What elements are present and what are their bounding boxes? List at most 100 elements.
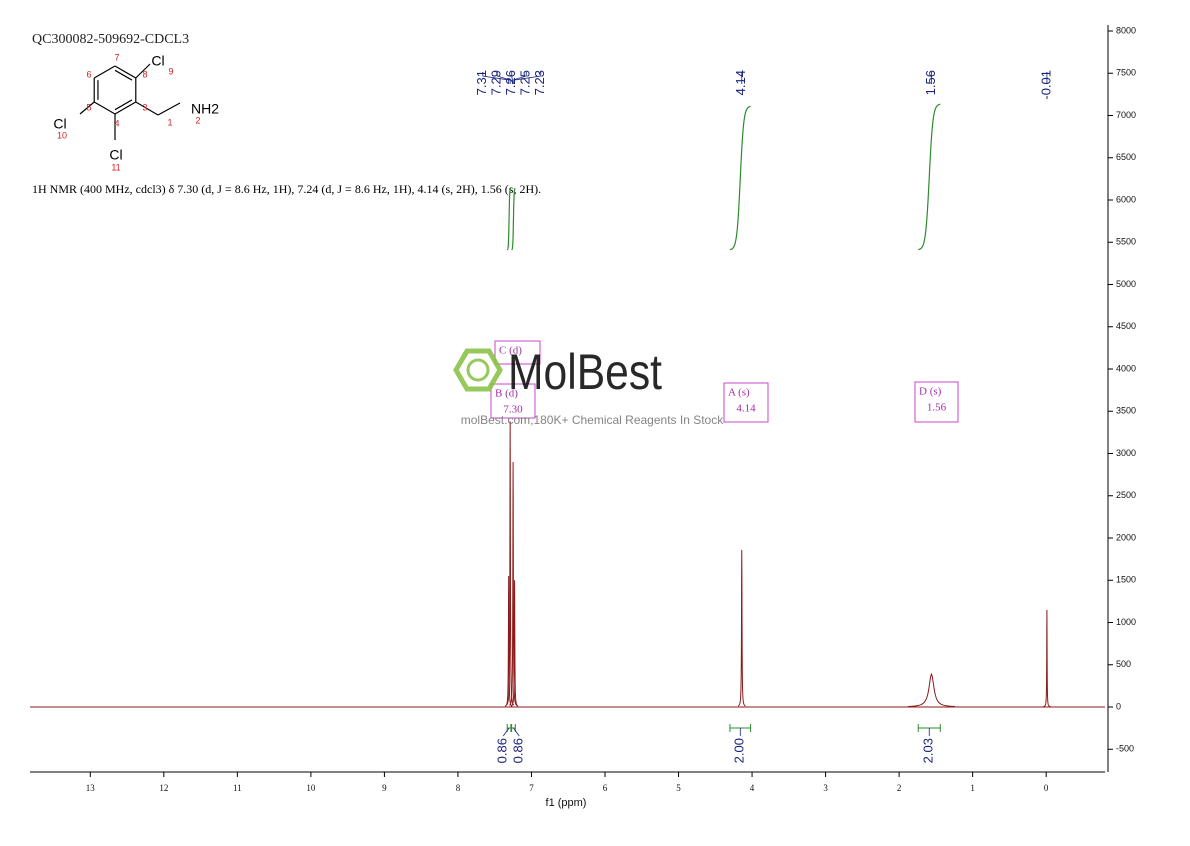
integral-curve [729, 105, 751, 251]
atom-number: 8 [142, 69, 147, 79]
logo [466, 358, 490, 382]
y-tick-label: 7500 [1116, 68, 1136, 78]
peak-label-connector [512, 72, 527, 84]
multiplet-box [494, 340, 541, 365]
peak [510, 580, 519, 707]
atom-number: 1 [167, 117, 172, 127]
x-tick-label: 7 [529, 783, 534, 793]
y-tick-label: 1500 [1116, 575, 1136, 585]
integral-label-connector [513, 727, 520, 737]
x-tick-label: 1 [970, 783, 975, 793]
y-tick-label: 6000 [1116, 194, 1136, 204]
atom-number: 7 [114, 52, 119, 62]
bond [157, 102, 181, 116]
integral-curve [511, 187, 516, 251]
logo [453, 348, 503, 392]
y-tick-label: 500 [1116, 659, 1131, 669]
peak-label: 1.56 [923, 70, 938, 95]
atom-number: 6 [86, 69, 91, 79]
peak-label: 7.23 [532, 70, 547, 95]
watermark-brand: MolBest [508, 344, 662, 400]
multiplet-name: B (d) [495, 388, 518, 400]
structure: Cl Cl Cl NH2 1 2 3 4 5 6 7 8 9 10 11 [53, 52, 219, 172]
atom-label: Cl [53, 116, 66, 132]
y-tick-label: -500 [1116, 744, 1134, 754]
atom-number: 3 [142, 102, 147, 112]
y-tick-label: 3500 [1116, 406, 1136, 416]
y-tick-label: 6500 [1116, 152, 1136, 162]
x-tick-label: 10 [306, 783, 316, 793]
bond [114, 65, 137, 79]
peak-label: 7.26 [503, 70, 518, 95]
bond [93, 65, 116, 79]
peak [1043, 609, 1051, 708]
atom-label: Cl [109, 147, 122, 163]
watermark-tagline: molBest.com,180K+ Chemical Reagents In S… [461, 413, 724, 427]
y-tick-label: 2000 [1116, 532, 1136, 542]
multiplet-shift: 1.56 [927, 402, 947, 414]
bond [114, 69, 133, 81]
y-tick-label: 5500 [1116, 237, 1136, 247]
y-tick-label: 0 [1116, 701, 1121, 711]
peak [907, 672, 956, 708]
x-tick-label: 11 [233, 783, 242, 793]
atom-label: NH2 [191, 101, 219, 117]
peak-label: 4.14 [733, 70, 748, 95]
bond [93, 101, 116, 115]
x-tick-label: 2 [897, 783, 902, 793]
y-tick-label: 4000 [1116, 363, 1136, 373]
integral-label: 0.86 [511, 738, 526, 763]
y-tick-label: 5000 [1116, 279, 1136, 289]
x-axis-label: f1 (ppm) [546, 797, 587, 809]
multiplet-box [914, 381, 959, 423]
y-tick-label: 4500 [1116, 321, 1136, 331]
atom-number: 9 [168, 66, 173, 76]
peak [509, 461, 518, 706]
description: 1H NMR (400 MHz, cdcl3) δ 7.30 (d, J = 8… [32, 182, 541, 196]
integral-label-connector [502, 727, 510, 737]
atom-number: 5 [86, 102, 91, 112]
multiplet-name: A (s) [728, 387, 750, 399]
integral-label: 2.00 [732, 738, 747, 763]
chart-title: QC300082-509692-CDCL3 [32, 32, 189, 47]
peak-label: 7.29 [489, 70, 504, 95]
integral-curve [918, 103, 941, 251]
atom-number: 10 [57, 130, 67, 140]
bond [114, 99, 133, 111]
peak-label-connector [511, 72, 513, 84]
integral-label: 2.03 [921, 738, 936, 763]
peak [504, 576, 513, 707]
multiplet-shift: 7.30 [503, 404, 523, 416]
y-tick-label: 3000 [1116, 448, 1136, 458]
x-tick-label: 3 [823, 783, 828, 793]
peak-label-connector [482, 72, 510, 84]
x-tick-label: 13 [86, 783, 96, 793]
x-tick-label: 4 [750, 783, 755, 793]
x-tick-label: 9 [382, 783, 387, 793]
integral-label: 0.86 [495, 738, 510, 763]
x-tick-label: 8 [456, 783, 461, 793]
y-tick-label: 2500 [1116, 490, 1136, 500]
atom-number: 4 [114, 118, 119, 128]
bond [79, 101, 95, 115]
x-tick-label: 6 [603, 783, 608, 793]
peak-label-connector [514, 72, 542, 84]
atom-number: 11 [111, 162, 120, 172]
x-tick-label: 5 [676, 783, 681, 793]
bond [135, 63, 151, 79]
multiplet-box [723, 382, 769, 423]
peak-label: -0.01 [1038, 70, 1053, 100]
y-tick-label: 1000 [1116, 617, 1136, 627]
multiplet-name: D (s) [919, 386, 942, 398]
multiplet-box [490, 383, 536, 419]
multiplet-name: C (d) [499, 345, 522, 357]
peak-label: 7.25 [518, 70, 533, 95]
y-tick-label: 8000 [1116, 25, 1136, 35]
bond [114, 101, 137, 115]
watermark: MolBest molBest.com,180K+ Chemical Reagen… [453, 344, 724, 427]
x-tick-label: 12 [159, 783, 168, 793]
peak [737, 549, 746, 707]
integral-curve [506, 187, 512, 251]
